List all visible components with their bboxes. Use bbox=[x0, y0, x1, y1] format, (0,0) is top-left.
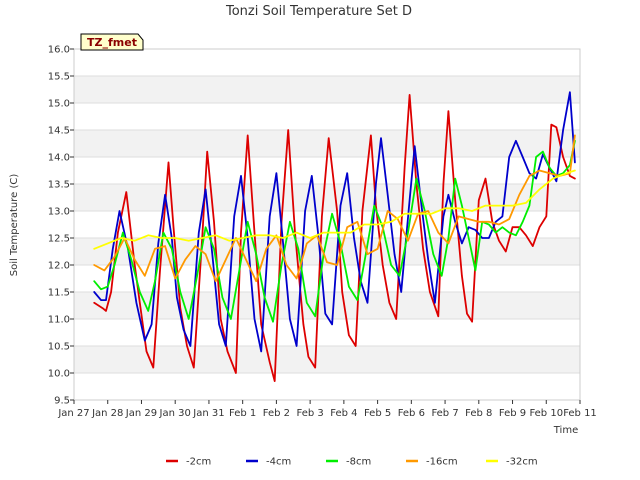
legend-item: -16cm bbox=[406, 457, 458, 468]
y-tick-label: 10.0 bbox=[48, 369, 70, 380]
legend-item: -8cm bbox=[326, 457, 371, 468]
x-tick-label: Feb 7 bbox=[431, 408, 458, 419]
y-tick-label: 10.5 bbox=[48, 342, 70, 353]
x-tick-label: Feb 1 bbox=[229, 408, 256, 419]
site-label-frame bbox=[80, 33, 144, 51]
y-axis-label: Soil Temperature (C) bbox=[9, 174, 20, 277]
x-axis-ticks: Jan 27 Jan 28 Jan 29 Jan 30 Jan 31 Feb 1 Feb 2… bbox=[57, 400, 597, 419]
x-tick-label: Feb 11 bbox=[563, 408, 597, 419]
legend-item: -4cm bbox=[246, 457, 291, 468]
x-tick-label: Jan 29 bbox=[125, 408, 157, 419]
plot-frame bbox=[73, 48, 581, 401]
y-tick-label: 13.0 bbox=[48, 207, 70, 218]
x-tick-label: Feb 5 bbox=[364, 408, 391, 419]
y-tick-label: 12.0 bbox=[48, 261, 70, 272]
legend: -2cm -4cm -8cm -16cm -32cm bbox=[166, 457, 538, 468]
x-tick-label: Jan 31 bbox=[192, 408, 224, 419]
y-axis-ticks: 9.5 10.0 10.5 11.0 11.5 12.0 12.5 13.0 13.5 14.0 1… bbox=[48, 45, 74, 407]
x-tick-label: Feb 2 bbox=[263, 408, 290, 419]
y-tick-label: 14.0 bbox=[48, 153, 70, 164]
legend-label: -2cm bbox=[186, 457, 211, 468]
x-tick-label: Feb 9 bbox=[499, 408, 526, 419]
x-tick-label: Feb 10 bbox=[529, 408, 563, 419]
series-line-minus-16cm bbox=[93, 134, 576, 283]
x-axis-label: Time bbox=[553, 425, 578, 436]
grid-band bbox=[74, 346, 580, 373]
legend-label: -8cm bbox=[346, 457, 371, 468]
legend-item: -2cm bbox=[166, 457, 211, 468]
x-tick-label: Jan 30 bbox=[159, 408, 191, 419]
legend-label: -16cm bbox=[426, 457, 458, 468]
series-layer bbox=[93, 91, 576, 383]
y-tick-label: 16.0 bbox=[48, 45, 70, 56]
series-line-minus-32cm bbox=[93, 169, 576, 250]
x-tick-label: Jan 27 bbox=[57, 408, 89, 419]
y-tick-label: 11.0 bbox=[48, 315, 70, 326]
series-line-minus-2cm bbox=[93, 94, 576, 383]
y-tick-label: 12.5 bbox=[48, 234, 70, 245]
site-label-box: TZ_fmet bbox=[80, 33, 144, 51]
legend-item: -32cm bbox=[486, 457, 538, 468]
legend-label: -4cm bbox=[266, 457, 291, 468]
site-label: TZ_fmet bbox=[87, 36, 137, 49]
x-tick-label: Feb 8 bbox=[465, 408, 492, 419]
y-tick-label: 11.5 bbox=[48, 288, 70, 299]
y-tick-label: 15.5 bbox=[48, 72, 70, 83]
x-tick-label: Feb 6 bbox=[398, 408, 425, 419]
x-tick-label: Jan 28 bbox=[91, 408, 123, 419]
legend-label: -32cm bbox=[506, 457, 538, 468]
y-tick-label: 13.5 bbox=[48, 180, 70, 191]
chart-title: Tonzi Soil Temperature Set D bbox=[225, 4, 412, 19]
x-tick-label: Feb 3 bbox=[297, 408, 324, 419]
y-tick-label: 15.0 bbox=[48, 99, 70, 110]
y-tick-label: 14.5 bbox=[48, 126, 70, 137]
series-line-minus-8cm bbox=[93, 139, 576, 323]
y-tick-label: 9.5 bbox=[54, 396, 70, 407]
grid-band bbox=[74, 76, 580, 103]
x-tick-label: Feb 4 bbox=[330, 408, 357, 419]
